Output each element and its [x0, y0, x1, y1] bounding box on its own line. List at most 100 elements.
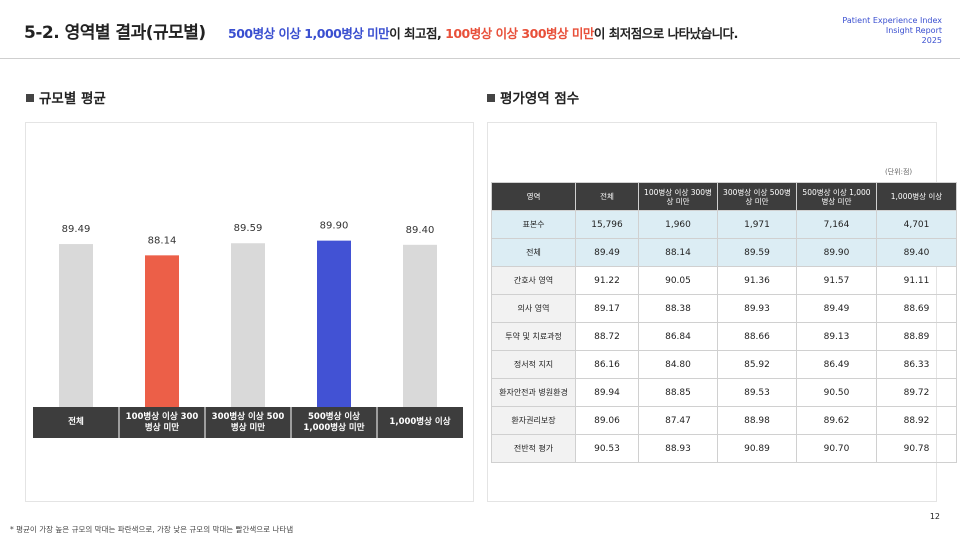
subtitle-part: 500병상 이상 1,000병상 미만 [228, 26, 390, 41]
table-cell: 90.89 [717, 434, 797, 463]
category-label: 1,000병상 이상 [389, 417, 451, 427]
bar [317, 240, 351, 407]
table-cell: 90.70 [796, 434, 877, 463]
table-cell: 7,164 [796, 210, 877, 239]
subtitle-part: 100병상 이상 300병상 미만 [445, 26, 594, 41]
table-cell: 87.47 [638, 406, 718, 435]
table-cell: 88.92 [876, 406, 957, 435]
header-cell: 영역 [491, 182, 576, 211]
table-cell: 89.93 [717, 294, 797, 323]
table-cell: 88.14 [638, 238, 718, 267]
table-cell: 89.40 [876, 238, 957, 267]
score-table: 영역 전체 100병상 이상 300병상 미만 300병상 이상 500병상 미만 50… [491, 182, 957, 463]
table-cell: 91.57 [796, 266, 877, 295]
header-cell: 300병상 이상 500병상 미만 [717, 182, 797, 211]
brand-line: Patient Experience Index [842, 16, 942, 25]
title: 5-2. 영역별 결과(규모별) [24, 23, 206, 43]
table-cell: 88.89 [876, 322, 957, 351]
header-row: 영역 전체 100병상 이상 300병상 미만 300병상 이상 500병상 미만 50… [491, 182, 957, 211]
table-cell: 15,796 [575, 210, 639, 239]
table-cell: 89.17 [575, 294, 639, 323]
table-cell: 1,960 [638, 210, 718, 239]
table-cell: 1,971 [717, 210, 797, 239]
table-row: 의사 영역 89.17 88.38 89.93 89.49 88.69 [491, 294, 957, 323]
table-row: 전체 89.49 88.14 89.59 89.90 89.40 [491, 238, 957, 267]
category-label: 300병상 이상 500병상 미만 [211, 411, 285, 433]
table-cell: 84.80 [638, 350, 718, 379]
table-cell: 표본수 [491, 210, 576, 239]
value-label: 89.59 [234, 223, 263, 234]
table-cell: 86.33 [876, 350, 957, 379]
table-cell: 89.49 [575, 238, 639, 267]
header-cell: 100병상 이상 300병상 미만 [638, 182, 718, 211]
table-row: 환자안전과 병원환경 89.94 88.85 89.53 90.50 89.72 [491, 378, 957, 407]
table-cell: 90.53 [575, 434, 639, 463]
table-cell: 환자권리보장 [491, 406, 576, 435]
table-cell: 90.50 [796, 378, 877, 407]
category-label: 100병상 이상 300병상 미만 [125, 411, 199, 433]
table-cell: 89.13 [796, 322, 877, 351]
table-cell: 88.66 [717, 322, 797, 351]
section-title: 평가영역 점수 [487, 87, 579, 107]
bar [403, 244, 437, 407]
table-cell: 89.62 [796, 406, 877, 435]
bar [231, 243, 265, 407]
table-cell: 전체 [491, 238, 576, 267]
table-cell: 85.92 [717, 350, 797, 379]
table-cell: 90.78 [876, 434, 957, 463]
category-label: 전체 [68, 417, 84, 427]
category-label: 500병상 이상 1,000병상 미만 [303, 411, 365, 433]
table-cell: 86.49 [796, 350, 877, 379]
table-cell: 88.69 [876, 294, 957, 323]
table-cell: 정서적 지지 [491, 350, 576, 379]
table-cell: 91.11 [876, 266, 957, 295]
divider [0, 58, 960, 59]
unit: (단위:점) [885, 168, 913, 176]
table-cell: 88.85 [638, 378, 718, 407]
table-cell: 89.72 [876, 378, 957, 407]
footnote: * 평균이 가장 높은 규모의 막대는 파란색으로, 가장 낮은 규모의 막대는… [10, 525, 294, 534]
subtitle: 500병상 이상 1,000병상 미만이 최고점, 100병상 이상 300병상… [228, 23, 738, 42]
bar [59, 244, 93, 407]
header-cell: 전체 [575, 182, 639, 211]
table-cell: 89.53 [717, 378, 797, 407]
table-cell: 88.38 [638, 294, 718, 323]
table-cell: 환자안전과 병원환경 [491, 378, 576, 407]
value-label: 89.90 [320, 221, 349, 232]
table-row: 간호사 영역 91.22 90.05 91.36 91.57 91.11 [491, 266, 957, 295]
subtitle-part: 이 최고점, [389, 26, 446, 41]
table-row: 표본수 15,796 1,960 1,971 7,164 4,701 [491, 210, 957, 239]
subtitle-part: 이 최저점으로 나타났습니다. [593, 26, 738, 41]
table-cell: 투약 및 치료과정 [491, 322, 576, 351]
section-title: 규모별 평균 [26, 87, 106, 107]
table-cell: 89.06 [575, 406, 639, 435]
table-cell: 91.36 [717, 266, 797, 295]
table-cell: 90.05 [638, 266, 718, 295]
table-cell: 86.84 [638, 322, 718, 351]
table-cell: 89.59 [717, 238, 797, 267]
brand-line: Insight Report [885, 26, 942, 35]
table-row: 환자권리보장 89.06 87.47 88.98 89.62 88.92 [491, 406, 957, 435]
category-strip [33, 407, 463, 438]
table-cell: 89.90 [796, 238, 877, 267]
table-cell: 88.98 [717, 406, 797, 435]
table-cell: 88.93 [638, 434, 718, 463]
brand: Patient Experience Index Insight Report 20… [842, 16, 942, 46]
value-label: 88.14 [148, 235, 177, 246]
table-cell: 88.72 [575, 322, 639, 351]
value-label: 89.40 [406, 225, 435, 236]
bar [145, 255, 179, 407]
header-cell: 500병상 이상 1,000병상 미만 [796, 182, 877, 211]
value-label: 89.49 [62, 224, 91, 235]
table-row: 정서적 지지 86.16 84.80 85.92 86.49 86.33 [491, 350, 957, 379]
page-number: 12 [929, 512, 940, 521]
table-cell: 91.22 [575, 266, 639, 295]
table-cell: 4,701 [876, 210, 957, 239]
table-cell: 간호사 영역 [491, 266, 576, 295]
table-cell: 의사 영역 [491, 294, 576, 323]
table-cell: 89.94 [575, 378, 639, 407]
table-cell: 전반적 평가 [491, 434, 576, 463]
table-row: 전반적 평가 90.53 88.93 90.89 90.70 90.78 [491, 434, 957, 463]
table-cell: 86.16 [575, 350, 639, 379]
chart: 89.49 88.14 89.59 89.90 89.40 [33, 221, 463, 438]
